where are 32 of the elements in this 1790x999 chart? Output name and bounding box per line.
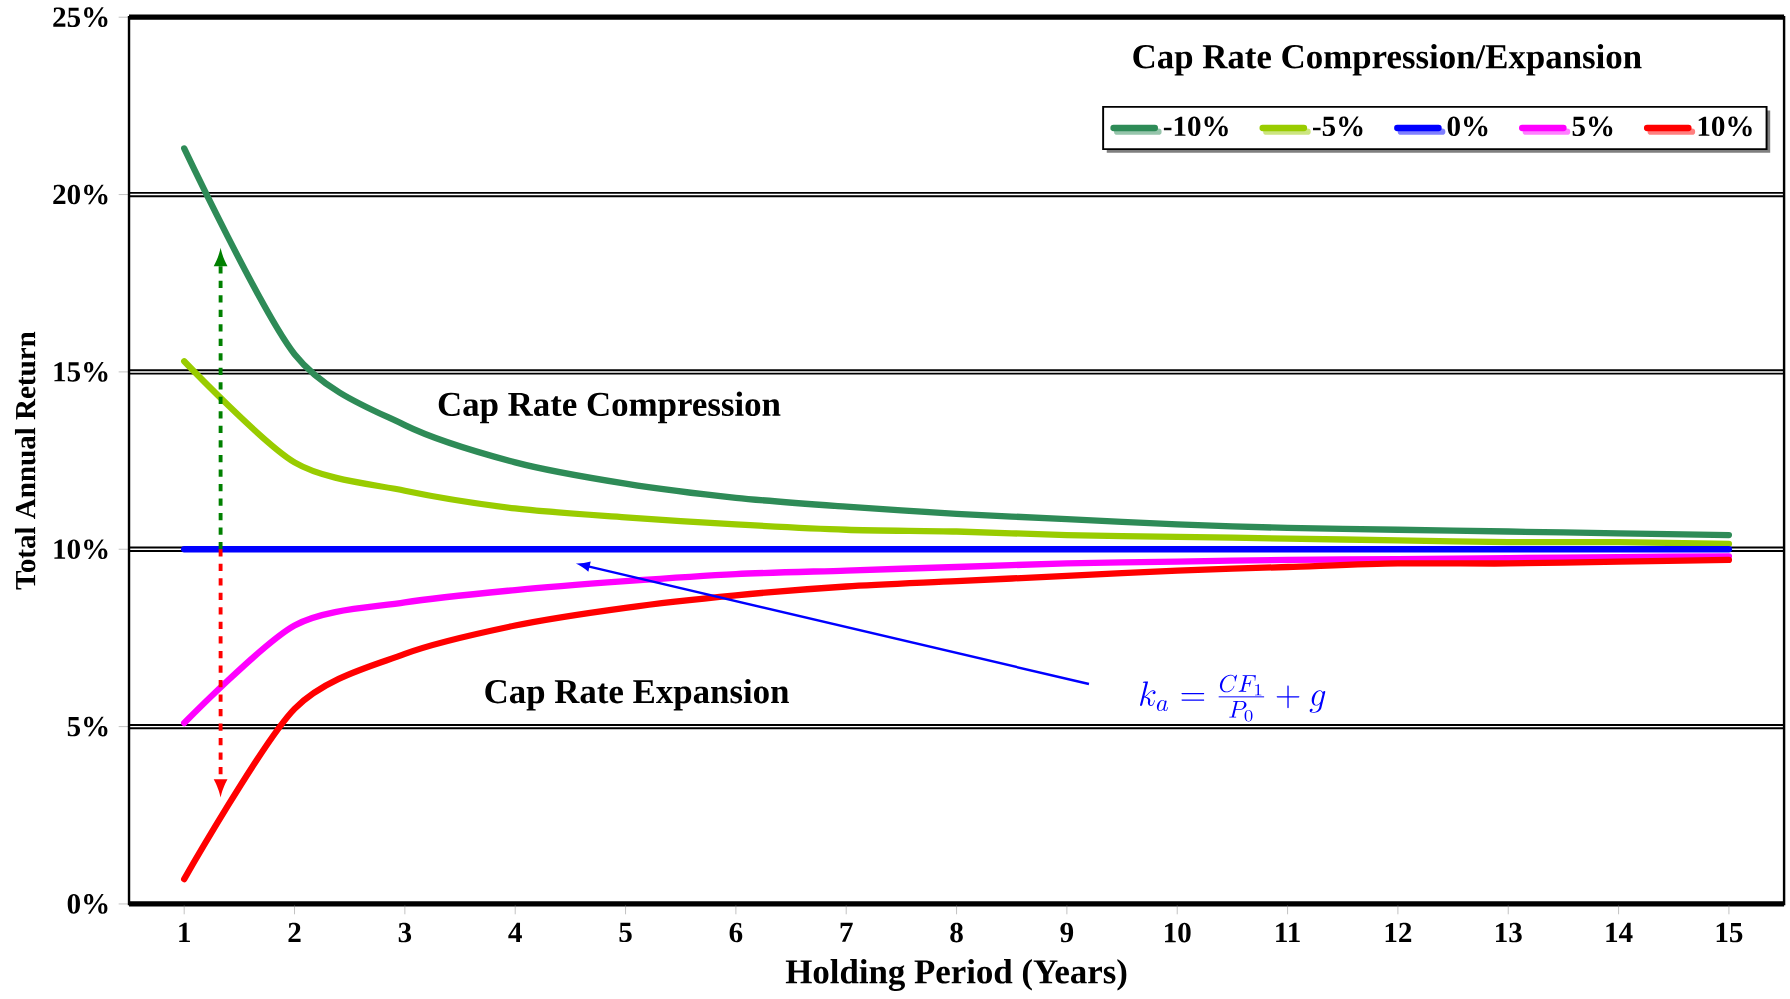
annotation: $k_a = \frac{CF_1}{P_0} + g$ <box>1140 674 1326 722</box>
annotation: Cap Rate Compression <box>438 391 781 424</box>
x-tick-label: 15 <box>1716 922 1743 943</box>
x-axis-title: Holding Period (Years) <box>785 959 1127 991</box>
legend-label: 5% <box>1572 116 1613 137</box>
y-tick-label: 15% <box>54 362 108 382</box>
x-tick-label: 10 <box>1165 922 1191 943</box>
x-tick-label: 8 <box>950 922 963 943</box>
y-tick-label: 20% <box>53 184 108 205</box>
x-tick-label: 6 <box>729 922 743 943</box>
legend-label: 0% <box>1447 116 1488 137</box>
x-tick-label: 12 <box>1385 922 1412 943</box>
legend-label: 10% <box>1698 116 1752 137</box>
x-tick-label: 2 <box>288 922 301 943</box>
x-tick-label: 1 <box>179 922 190 943</box>
legend-label: -10% <box>1163 116 1228 137</box>
y-tick-label: 0% <box>67 894 108 914</box>
x-tick-label: 14 <box>1606 922 1633 943</box>
x-tick-label: 7 <box>840 922 853 942</box>
x-tick-label: 11 <box>1276 922 1300 943</box>
legend-title: Cap Rate Compression/Expansion <box>1133 43 1642 76</box>
y-tick-label: 10% <box>54 539 108 560</box>
y-tick-label: 25% <box>53 7 108 28</box>
x-tick-label: 5 <box>619 922 632 943</box>
y-axis-title: Total Annual Return <box>14 331 36 590</box>
annotation: Cap Rate Expansion <box>485 678 789 711</box>
x-tick-label: 9 <box>1060 922 1074 943</box>
legend-label: -5% <box>1313 116 1363 137</box>
x-tick-label: 13 <box>1496 922 1522 943</box>
x-tick-label: 3 <box>398 922 412 943</box>
x-tick-label: 4 <box>508 922 522 942</box>
y-tick-label: 5% <box>67 716 108 737</box>
